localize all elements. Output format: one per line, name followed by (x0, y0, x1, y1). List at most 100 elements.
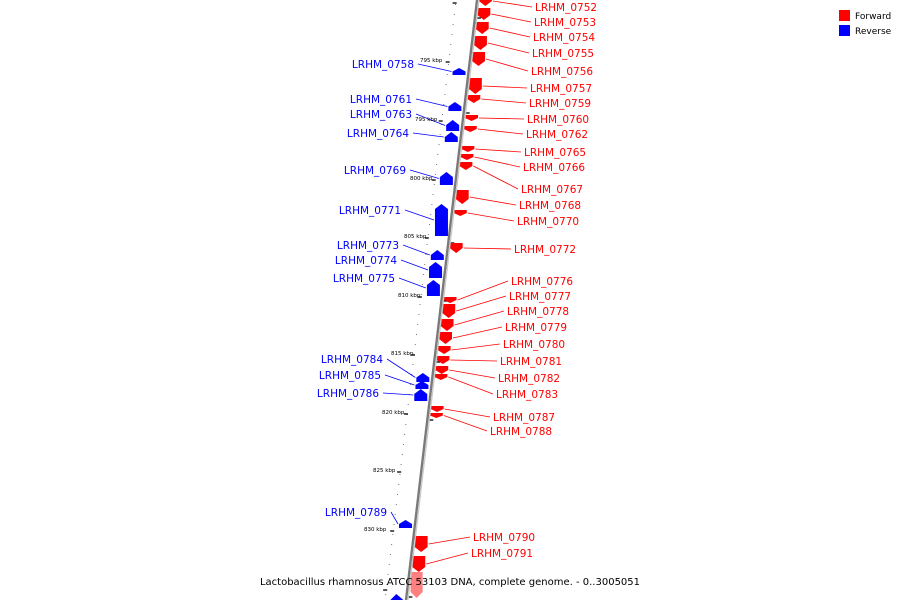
reverse-gene-label[interactable]: LRHM_0773 (337, 240, 399, 252)
label-connector (452, 326, 503, 339)
forward-gene-label[interactable]: LRHM_0757 (530, 83, 592, 95)
forward-gene-label[interactable]: LRHM_0790 (473, 532, 535, 544)
forward-gene-label[interactable]: LRHM_0780 (503, 339, 565, 351)
forward-gene-arrow (443, 297, 457, 303)
forward-gene-label[interactable]: LRHM_0752 (535, 2, 597, 14)
forward-gene-label[interactable]: LRHM_0776 (511, 276, 573, 288)
label-connector (444, 408, 491, 418)
reverse-gene-label[interactable]: LRHM_0786 (317, 388, 379, 400)
reverse-gene-label[interactable]: LRHM_0761 (350, 94, 412, 106)
forward-gene-arrow (461, 146, 475, 152)
reverse-gene-label[interactable]: LRHM_0758 (352, 59, 414, 71)
scale-dot (420, 294, 422, 295)
label-connector (443, 415, 488, 432)
reverse-gene-label[interactable]: LRHM_0774 (335, 255, 397, 267)
forward-gene-label[interactable]: LRHM_0791 (471, 548, 533, 560)
reverse-gene-arrow (444, 132, 458, 142)
scale-dot (410, 384, 412, 385)
forward-gene-label[interactable]: LRHM_0755 (532, 48, 594, 60)
reverse-gene-label[interactable]: LRHM_0771 (339, 205, 401, 217)
reverse-gene-arrow (414, 389, 428, 401)
reverse-gene-label[interactable]: LRHM_0784 (321, 354, 383, 366)
label-connector (428, 536, 471, 545)
forward-gene-label[interactable]: LRHM_0781 (500, 356, 562, 368)
scale-dot (398, 484, 400, 485)
reverse-gene-arrow (390, 594, 404, 600)
forward-gene-arrow (410, 572, 423, 598)
forward-gene-label[interactable]: LRHM_0782 (498, 373, 560, 385)
scale-dot (386, 584, 388, 585)
legend: Forward Reverse (839, 10, 892, 37)
scale-dot (437, 154, 439, 155)
forward-gene-label[interactable]: LRHM_0765 (524, 147, 586, 159)
reverse-gene-label[interactable]: LRHM_0775 (333, 273, 395, 285)
forward-gene-arrow (473, 36, 487, 50)
forward-gene-label[interactable]: LRHM_0770 (517, 216, 579, 228)
label-connector (404, 209, 435, 221)
forward-gene-label[interactable]: LRHM_0779 (505, 322, 567, 334)
forward-gene-arrow (435, 366, 449, 374)
forward-gene-arrow (453, 210, 467, 216)
reverse-gene-label[interactable]: LRHM_0763 (350, 109, 412, 121)
scale-dot (450, 44, 452, 45)
forward-gene-arrow (475, 22, 489, 34)
tick-label: 795 kbp (420, 58, 443, 64)
scale-dot (449, 54, 451, 55)
tick-label: 820 kbp (382, 410, 405, 416)
scale-dot (412, 364, 414, 365)
forward-gene-label[interactable]: LRHM_0759 (529, 98, 591, 110)
forward-gene-label[interactable]: LRHM_0767 (521, 184, 583, 196)
forward-gene-label[interactable]: LRHM_0783 (496, 389, 558, 401)
legend-reverse-swatch (839, 25, 850, 36)
forward-gene-arrow (449, 243, 463, 253)
tick-label: 825 kbp (373, 468, 396, 474)
forward-gene-label[interactable]: LRHM_0768 (519, 200, 581, 212)
scale-dot (399, 474, 401, 475)
label-connector (384, 374, 415, 386)
scale-dot (445, 84, 447, 85)
reverse-gene-arrow (415, 381, 429, 389)
forward-gene-arrow (472, 52, 486, 66)
forward-gene-label[interactable]: LRHM_0754 (533, 32, 595, 44)
forward-gene-label[interactable]: LRHM_0753 (534, 17, 596, 29)
label-connector (491, 13, 532, 23)
reverse-gene-label[interactable]: LRHM_0789 (325, 507, 387, 519)
scale-dot (405, 424, 407, 425)
reverse-gene-arrow (448, 102, 462, 111)
label-connector (457, 280, 509, 301)
reverse-gene-arrow (446, 120, 460, 131)
reverse-gene-label[interactable]: LRHM_0764 (347, 128, 409, 140)
label-connector (463, 247, 512, 250)
forward-gene-arrows (410, 0, 492, 598)
forward-gene-label[interactable]: LRHM_0766 (523, 162, 585, 174)
label-connector (487, 42, 530, 54)
scale-dot (451, 34, 453, 35)
reverse-gene-label[interactable]: LRHM_0769 (344, 165, 406, 177)
tick-label: 805 kbp (404, 234, 427, 240)
scale-dot (407, 404, 409, 405)
tick-label: 795 kbp (415, 117, 438, 123)
scale-dot (447, 64, 449, 65)
scale-dot (424, 264, 426, 265)
label-connector (473, 165, 519, 190)
forward-gene-label[interactable]: LRHM_0788 (490, 426, 552, 438)
scale-dot (401, 454, 403, 455)
forward-gene-label[interactable]: LRHM_0760 (527, 114, 589, 126)
scale-dot (419, 304, 421, 305)
reverse-gene-label[interactable]: LRHM_0785 (319, 370, 381, 382)
forward-gene-label[interactable]: LRHM_0778 (507, 306, 569, 318)
label-connector (415, 98, 448, 107)
reverse-gene-arrows (390, 68, 466, 600)
forward-gene-label[interactable]: LRHM_0777 (509, 291, 571, 303)
reverse-gene-arrow (416, 373, 430, 382)
forward-gene-label[interactable]: LRHM_0762 (526, 129, 588, 141)
forward-gene-label[interactable]: LRHM_0772 (514, 244, 576, 256)
genome-backbone (404, 0, 479, 600)
forward-gene-label[interactable]: LRHM_0787 (493, 412, 555, 424)
scale-dot (434, 174, 436, 175)
forward-gene-label[interactable]: LRHM_0756 (531, 66, 593, 78)
scale-dot (391, 544, 393, 545)
forward-gene-arrow (468, 78, 482, 94)
legend-forward-swatch (839, 10, 850, 21)
scale-dot (455, 4, 457, 5)
